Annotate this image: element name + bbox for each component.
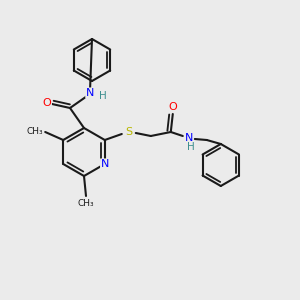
Text: H: H [99, 91, 107, 101]
Text: O: O [43, 98, 51, 108]
Text: S: S [125, 127, 132, 137]
Text: CH₃: CH₃ [78, 199, 94, 208]
Text: O: O [168, 102, 177, 112]
Text: N: N [184, 133, 193, 143]
Text: CH₃: CH₃ [27, 127, 43, 136]
Text: N: N [86, 88, 94, 98]
Text: H: H [187, 142, 195, 152]
Text: N: N [100, 159, 109, 169]
